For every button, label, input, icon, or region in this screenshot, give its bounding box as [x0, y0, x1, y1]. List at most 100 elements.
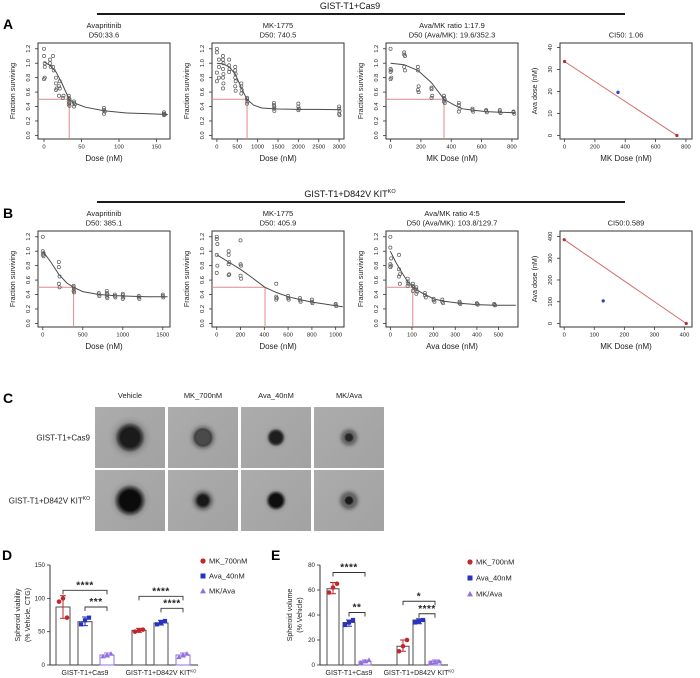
- x-axis-label: Dose (nM): [85, 342, 123, 351]
- svg-text:0: 0: [548, 134, 554, 137]
- y-axis-label-line2: (% Vehicle): [297, 597, 304, 632]
- svg-text:0.4: 0.4: [200, 290, 206, 299]
- data-point: [158, 620, 164, 625]
- y-axis: 0.0 0.2 0.4 0.6 0.8 1.0 1.2: [26, 233, 38, 327]
- plot-box: [37, 230, 171, 328]
- plot-combo-cas9: Ava/MK ratio 1:17.9 D50 (Ava/MK): 19.6/35…: [354, 18, 524, 178]
- svg-text:20: 20: [308, 637, 315, 644]
- legend-label: MK_700nM: [209, 557, 247, 566]
- plot-title: MK-1775: [263, 21, 293, 30]
- y-axis: 0.0 0.2 0.4 0.6 0.8 1.0 1.2: [200, 233, 212, 327]
- svg-text:800: 800: [307, 333, 317, 339]
- x-axis: 0 50 100 150: [42, 139, 161, 151]
- fit-curve: [43, 61, 168, 115]
- legend-label: MK/Ava: [209, 587, 236, 596]
- svg-text:300: 300: [548, 253, 554, 263]
- svg-text:0.4: 0.4: [374, 102, 380, 111]
- svg-text:0.2: 0.2: [200, 117, 206, 125]
- svg-text:40: 40: [308, 612, 315, 619]
- group-label: GIST-T1+D842V KITKO: [384, 669, 456, 678]
- svg-text:400: 400: [446, 145, 456, 151]
- svg-text:0.4: 0.4: [200, 102, 206, 111]
- svg-text:40: 40: [548, 44, 554, 50]
- plot-box: [211, 230, 345, 328]
- panel-label-e: E: [271, 547, 281, 563]
- data-point: [86, 615, 92, 620]
- svg-text:50: 50: [78, 145, 84, 151]
- data-point: [428, 659, 434, 665]
- data-point: [180, 652, 186, 658]
- svg-text:50: 50: [38, 629, 45, 636]
- bar-chart-spheroid-volume: 0 20 40 60 80 Spheroid volume (% Vehicle) GIST-…: [282, 548, 590, 678]
- spheroid-row-cas9: GIST-T1+Cas9: [36, 433, 90, 443]
- svg-text:0: 0: [312, 662, 316, 669]
- spheroid-image-cas9-mkava: [314, 407, 384, 468]
- y-axis-label: Fraction surviving: [356, 251, 365, 307]
- svg-text:0: 0: [41, 333, 44, 339]
- svg-text:1000: 1000: [251, 145, 264, 151]
- y-axis: 0 10 20 30 40: [548, 44, 560, 137]
- data-points: [42, 46, 167, 118]
- data-point: [82, 618, 88, 623]
- legend-triangle-icon: [467, 591, 473, 597]
- svg-text:1.2: 1.2: [200, 233, 206, 241]
- svg-text:1.0: 1.0: [200, 247, 206, 255]
- data-point: [64, 615, 70, 620]
- svg-text:400: 400: [620, 145, 630, 151]
- bar: [412, 619, 426, 666]
- svg-text:0: 0: [563, 145, 566, 151]
- bar: [77, 621, 93, 666]
- plot-box: [385, 230, 519, 328]
- d50-crosshair: [386, 98, 445, 139]
- x-axis-label: Dose (nM): [259, 342, 297, 351]
- combination-point: [616, 90, 620, 95]
- y-axis-label: Ava dose (nM): [530, 68, 539, 115]
- data-point: [396, 648, 402, 654]
- sig-bracket: [418, 613, 436, 618]
- svg-text:0: 0: [548, 322, 554, 325]
- plot-title: CI50:0.589: [608, 219, 645, 228]
- svg-text:400: 400: [259, 333, 269, 339]
- data-point: [100, 653, 106, 659]
- svg-text:0.8: 0.8: [374, 262, 380, 270]
- x-axis-label: Dose (nM): [259, 154, 297, 163]
- plot-combo-ko: Ava/MK ratio 4:5 D50 (Ava/MK): 103.8/129.…: [354, 206, 524, 366]
- isobologram-line: [564, 61, 678, 136]
- spheroid-image-ko-ava: [241, 470, 311, 531]
- sig-stars: **: [353, 603, 362, 614]
- x-axis-label: MK Dose (nM): [600, 342, 652, 351]
- y-axis-label-line1: Spheroid viability: [15, 588, 22, 641]
- svg-text:30: 30: [548, 66, 554, 72]
- svg-text:0.0: 0.0: [374, 319, 380, 327]
- svg-text:200: 200: [590, 145, 600, 151]
- svg-text:150: 150: [152, 145, 162, 151]
- svg-text:1.0: 1.0: [374, 59, 380, 67]
- plot-ci50-ko: CI50:0.589 0 100 200 300 400 0 100 200 300 400 MK D…: [528, 206, 698, 366]
- sig-stars: *: [417, 591, 421, 602]
- data-point: [330, 585, 336, 590]
- data-point: [400, 643, 406, 649]
- plot-avapritinib-ko: Avapritinib D50: 385.1 0 500 1000 1500 0.0 0.2 0…: [6, 206, 176, 366]
- svg-text:0.0: 0.0: [26, 319, 32, 327]
- data-points: [214, 234, 339, 309]
- svg-text:0.0: 0.0: [200, 319, 206, 327]
- svg-text:0.4: 0.4: [26, 290, 32, 299]
- svg-text:1.2: 1.2: [374, 45, 380, 53]
- spheroid-image-ko-mkava: [314, 470, 384, 531]
- spheroid-row-ko: GIST-T1+D842V KITKO: [8, 496, 90, 506]
- svg-text:1.0: 1.0: [26, 59, 32, 67]
- legend-label: Ava_40nM: [476, 574, 512, 583]
- panel-a-header-rule: [97, 13, 625, 15]
- svg-text:0.2: 0.2: [26, 117, 32, 125]
- x-axis: 0 200 400 600 800 1000: [215, 327, 342, 339]
- sig-stars: ****: [163, 598, 181, 609]
- data-point: [436, 658, 442, 664]
- panel-label-c: C: [3, 390, 14, 406]
- svg-text:1.2: 1.2: [200, 45, 206, 53]
- legend: MK_700nM Ava_40nM MK/Ava: [200, 557, 247, 596]
- svg-text:400: 400: [472, 333, 482, 339]
- svg-text:1500: 1500: [156, 333, 169, 339]
